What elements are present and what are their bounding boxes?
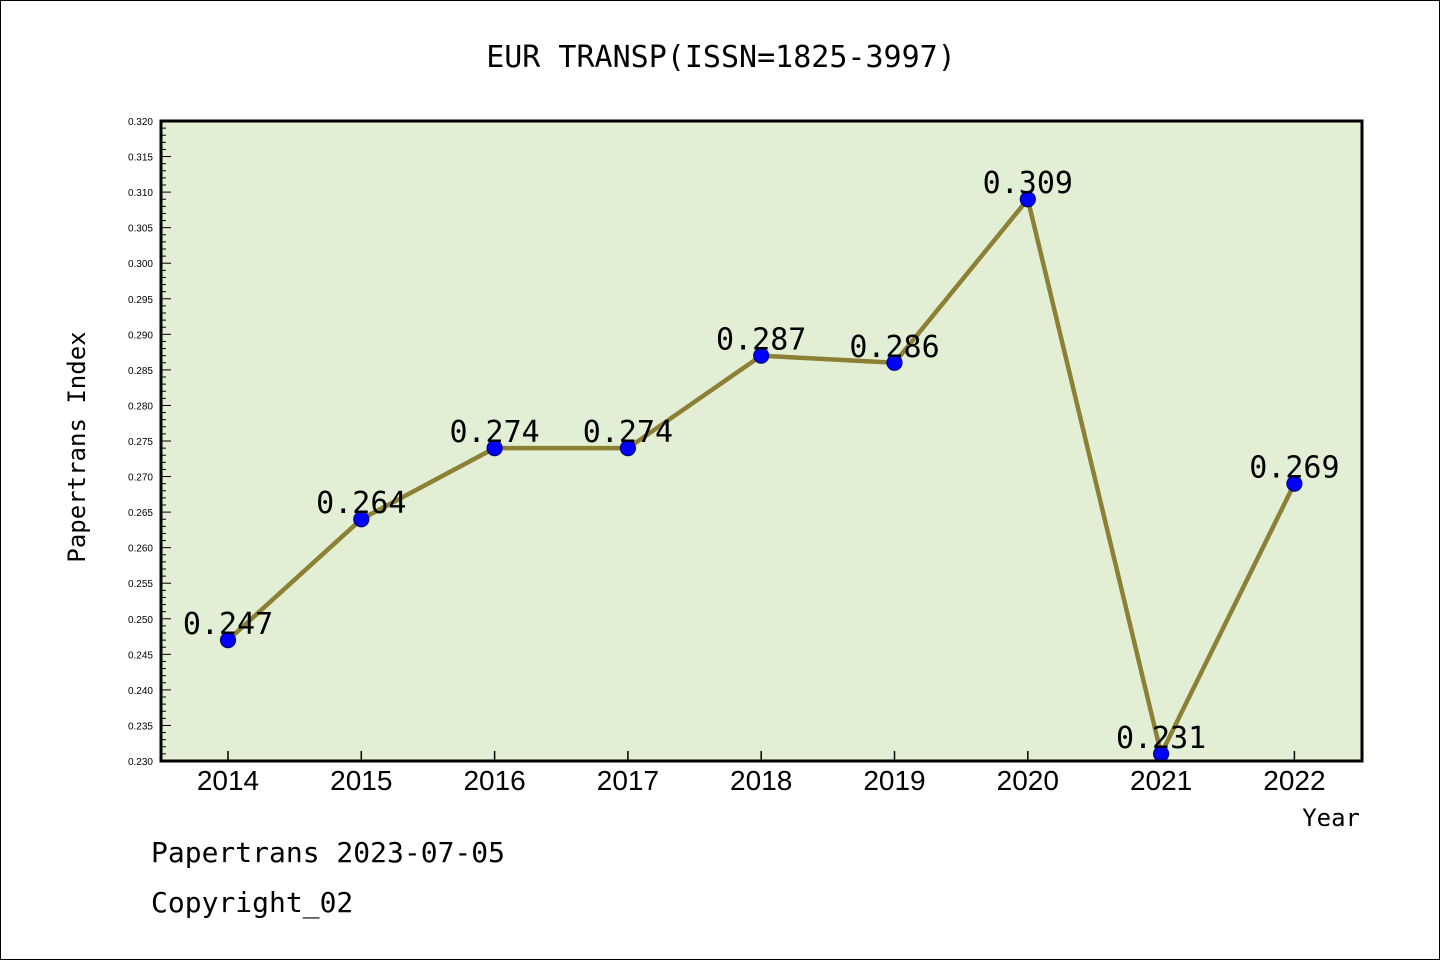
x-tick-label: 2019 [863, 765, 925, 796]
footer-date: Papertrans 2023-07-05 [151, 836, 506, 869]
y-tick-label: 0.245 [128, 650, 153, 661]
data-label: 0.274 [449, 415, 539, 450]
y-tick-label: 0.270 [128, 473, 153, 484]
y-tick-label: 0.235 [128, 721, 153, 732]
y-tick-label: 0.300 [128, 259, 153, 270]
plot-area [161, 121, 1362, 761]
y-tick-label: 0.280 [128, 401, 153, 412]
data-label: 0.264 [316, 486, 406, 521]
y-tick-label: 0.285 [128, 366, 153, 377]
data-point [1019, 191, 1036, 208]
series-markers [219, 191, 1303, 762]
y-tick-label: 0.290 [128, 330, 153, 341]
y-tick-label: 0.275 [128, 437, 153, 448]
data-point [486, 440, 503, 457]
y-tick-label: 0.240 [128, 686, 153, 697]
data-point [753, 347, 770, 364]
y-axis: 0.230 0.235 0.240 0.245 0.250 0.255 0.260 0.265… [128, 117, 171, 768]
x-axis: 2014 2015 2016 2017 2018 2019 2020 2021 2022 [197, 751, 1326, 796]
data-point [353, 511, 370, 528]
y-tick-label: 0.260 [128, 544, 153, 555]
data-point [219, 632, 237, 649]
x-tick-label: 2014 [197, 765, 259, 796]
data-label: 0.309 [983, 166, 1073, 201]
data-labels: 0.247 0.264 0.274 0.274 0.287 0.286 0.309 0.231… [183, 166, 1340, 756]
data-label: 0.274 [583, 415, 673, 450]
x-tick-label: 2017 [597, 765, 659, 796]
x-tick-label: 2021 [1130, 765, 1192, 796]
y-tick-label: 0.315 [128, 153, 153, 164]
y-tick-label: 0.250 [128, 615, 153, 626]
data-label: 0.286 [849, 330, 939, 365]
data-label: 0.269 [1249, 451, 1339, 486]
data-point [619, 440, 637, 457]
y-tick-label: 0.230 [128, 757, 153, 768]
x-tick-label: 2016 [463, 765, 525, 796]
data-label: 0.231 [1116, 721, 1206, 756]
x-tick-label: 2018 [730, 765, 792, 796]
y-tick-label: 0.265 [128, 508, 153, 519]
plot-frame [159, 119, 1364, 763]
data-point [886, 354, 903, 371]
data-label: 0.247 [183, 607, 273, 642]
x-tick-label: 2022 [1263, 765, 1325, 796]
y-axis-label: Papertrans Index [63, 331, 91, 562]
y-tick-label: 0.305 [128, 224, 153, 235]
y-tick-label: 0.295 [128, 295, 153, 306]
y-tick-label: 0.320 [128, 117, 153, 128]
y-tick-label: 0.255 [128, 579, 153, 590]
footer-copyright: Copyright_02 [151, 886, 354, 919]
x-axis-label: Year [1302, 804, 1360, 832]
data-point [1286, 475, 1303, 492]
data-label: 0.287 [716, 323, 806, 358]
chart-title: EUR TRANSP(ISSN=1825-3997) [486, 40, 956, 75]
x-tick-label: 2020 [997, 765, 1059, 796]
y-tick-label: 0.310 [128, 188, 153, 199]
x-tick-label: 2015 [330, 765, 392, 796]
